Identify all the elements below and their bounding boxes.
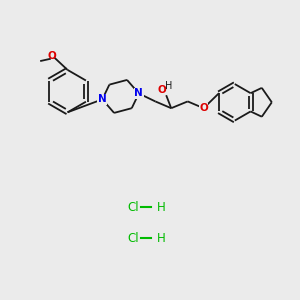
Text: N: N bbox=[98, 94, 107, 104]
Text: O: O bbox=[48, 51, 56, 61]
Text: N: N bbox=[134, 88, 143, 98]
Text: H: H bbox=[157, 201, 165, 214]
Text: Cl: Cl bbox=[127, 201, 139, 214]
Text: O: O bbox=[199, 103, 208, 113]
Text: H: H bbox=[157, 232, 165, 245]
Text: H: H bbox=[166, 81, 173, 92]
Text: Cl: Cl bbox=[127, 232, 139, 245]
Text: O: O bbox=[157, 85, 166, 95]
